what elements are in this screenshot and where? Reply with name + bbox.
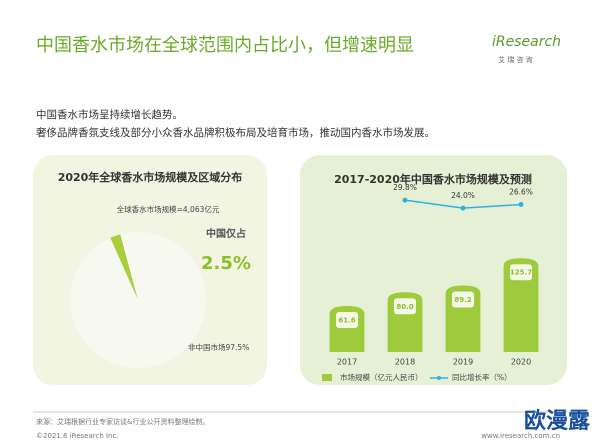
- value-label: 97.5%: [226, 343, 250, 352]
- slide-title: 中国香水市场在全球范围内占比小，但增速明显: [36, 35, 414, 56]
- value-label: 125.7: [510, 269, 532, 277]
- annotation: 中国仅占: [206, 227, 246, 240]
- value-label: 61.6: [338, 317, 355, 325]
- chart-title: 2020年全球香水市场规模及区域分布: [58, 170, 243, 184]
- x-tick-label: 2019: [453, 358, 473, 367]
- legend-label: 同比增长率（%）: [452, 372, 512, 382]
- x-tick-label: 2020: [511, 358, 531, 367]
- logo-sub: 艾 瑞 咨 询: [498, 55, 533, 64]
- x-tick-label: 2018: [395, 358, 415, 367]
- value-label: 2.5%: [201, 253, 251, 274]
- legend-swatch: [322, 374, 332, 381]
- value-label: 26.6%: [509, 188, 533, 197]
- watermark: 欧漫露: [524, 408, 591, 434]
- value-label: 29.8%: [393, 183, 417, 192]
- label-box: [452, 291, 474, 308]
- point: [460, 205, 466, 211]
- source: 来源：艾瑞根据行业专家访谈&行业公开资料整理绘制。: [36, 417, 209, 426]
- legend-label: 市场规模（亿元人民币）: [340, 372, 423, 382]
- value-label: 89.2: [454, 296, 471, 304]
- label-box: [510, 264, 532, 281]
- legend-swatch: [437, 376, 441, 380]
- point: [402, 197, 408, 203]
- body-text: 奢侈品牌香氛支线及部分小众香水品牌积极布局及培育市场，推动国内香水市场发展。: [36, 126, 435, 139]
- value-label: 24.0%: [451, 191, 475, 200]
- body-text: 中国香水市场呈持续增长趋势。: [36, 108, 183, 121]
- pie-slice: [70, 231, 207, 368]
- point: [518, 202, 524, 208]
- panel: [300, 155, 567, 385]
- slice-label: 非中国市场97.5%: [188, 342, 249, 352]
- copyright: ©2021.6 iResearch Inc.: [36, 432, 119, 440]
- pie-slice: [110, 234, 138, 300]
- value-label: 80.0: [396, 303, 413, 311]
- bar: [503, 258, 539, 352]
- label-box: [394, 298, 416, 315]
- x-tick-label: 2017: [337, 358, 357, 367]
- label-box: [336, 312, 358, 329]
- logo: iResearch: [492, 34, 561, 50]
- annotation: 全球香水市场规模=4,063亿元: [117, 204, 220, 214]
- url: www.iresearch.com.cn: [481, 432, 560, 440]
- category-label: 非中国市场: [188, 342, 226, 352]
- chart-title: 2017-2020年中国香水市场规模及预测: [334, 172, 532, 186]
